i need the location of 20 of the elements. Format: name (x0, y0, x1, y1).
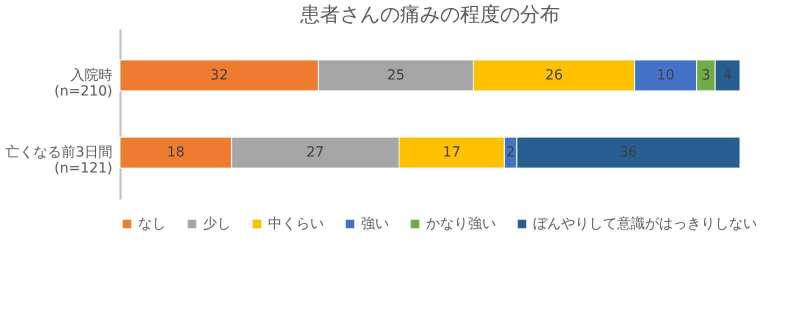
legend-label: なし (138, 216, 166, 232)
data-label: 3 (701, 67, 710, 84)
data-label: 26 (545, 67, 563, 84)
legend-label: 少し (203, 216, 231, 232)
y-tick-label: 入院時 (n=210) (54, 67, 112, 100)
data-label: 25 (386, 67, 405, 84)
chart-title: 患者さんの痛みの程度の分布 (299, 2, 560, 26)
data-label: 27 (306, 144, 324, 161)
y-tick-label: 亡くなる前3日間 (n=121) (6, 144, 112, 177)
data-label: 17 (442, 144, 461, 161)
data-label: 2 (506, 144, 516, 161)
legend-label: 強い (361, 216, 389, 232)
data-label: 36 (619, 144, 638, 161)
data-label: 10 (656, 67, 675, 84)
legend-label: 中くらい (268, 216, 324, 232)
legend-label: かなり強い (426, 216, 496, 232)
data-label: 18 (166, 144, 185, 161)
data-label: 32 (210, 67, 228, 84)
data-label: 4 (723, 67, 732, 84)
legend-label: ぼんやりして意識がはっきりしない (533, 216, 757, 232)
